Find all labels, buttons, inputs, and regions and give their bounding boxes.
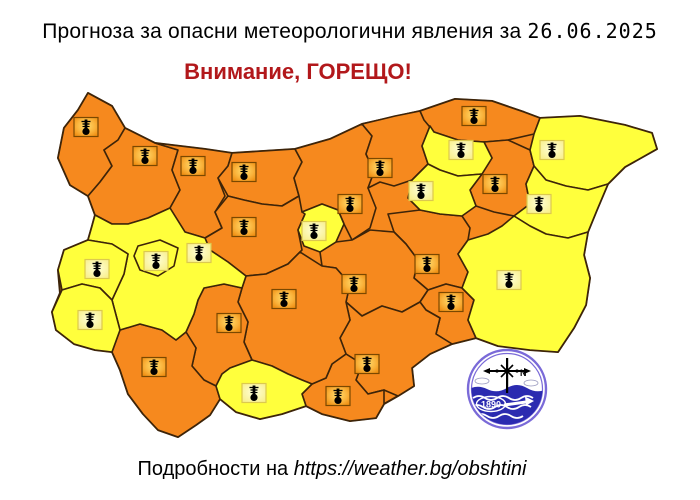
thermometer-icon	[133, 147, 157, 166]
page-title: Прогноза за опасни метеорологични явлени…	[0, 19, 700, 44]
thermometer-icon	[338, 195, 362, 214]
warning-text: Внимание, ГОРЕЩО!	[184, 59, 412, 84]
thermometer-icon	[368, 159, 392, 178]
title-text: Прогноза за опасни метеорологични явлени…	[42, 20, 528, 43]
thermometer-icon	[85, 260, 109, 279]
thermometer-icon	[232, 163, 256, 182]
thermometer-icon	[527, 195, 551, 214]
thermometer-icon	[181, 157, 205, 176]
thermometer-icon	[74, 118, 98, 137]
footer-url: https://weather.bg/obshtini	[293, 458, 527, 480]
title-date: 26.06.2025	[527, 19, 658, 43]
thermometer-icon	[142, 358, 166, 377]
thermometer-icon	[415, 255, 439, 274]
nimh-logo: N 1890	[466, 348, 548, 430]
logo-year-badge: 1890	[475, 395, 534, 413]
thermometer-icon	[302, 222, 326, 241]
thermometer-icon	[449, 141, 473, 160]
thermometer-icon	[342, 275, 366, 294]
thermometer-icon	[540, 141, 564, 160]
thermometer-icon	[409, 182, 433, 201]
logo-cloud-icon	[474, 377, 539, 387]
logo-compass-label: N	[520, 368, 527, 378]
warning-banner: Внимание, ГОРЕЩО!	[0, 59, 648, 85]
thermometer-icon	[78, 311, 102, 330]
thermometer-icon	[242, 384, 266, 403]
thermometer-icon	[462, 107, 486, 126]
regions-layer	[51, 92, 658, 438]
thermometer-icon	[497, 271, 521, 290]
logo-wind-vane-icon	[483, 358, 531, 393]
thermometer-icon	[232, 218, 256, 237]
logo-year: 1890	[481, 400, 501, 410]
thermometer-icon	[355, 355, 379, 374]
thermometer-icon	[326, 387, 350, 406]
thermometer-icon	[187, 244, 211, 263]
thermometer-icon	[144, 252, 168, 271]
thermometer-icon	[272, 290, 296, 309]
logo-sea	[471, 385, 543, 425]
thermometer-icon	[483, 175, 507, 194]
footer: Подробности на https://weather.bg/obshti…	[0, 458, 682, 481]
footer-text: Подробности на	[137, 458, 294, 480]
thermometer-icon	[217, 314, 241, 333]
thermometer-icon	[439, 293, 463, 312]
region-burgas	[457, 215, 591, 353]
